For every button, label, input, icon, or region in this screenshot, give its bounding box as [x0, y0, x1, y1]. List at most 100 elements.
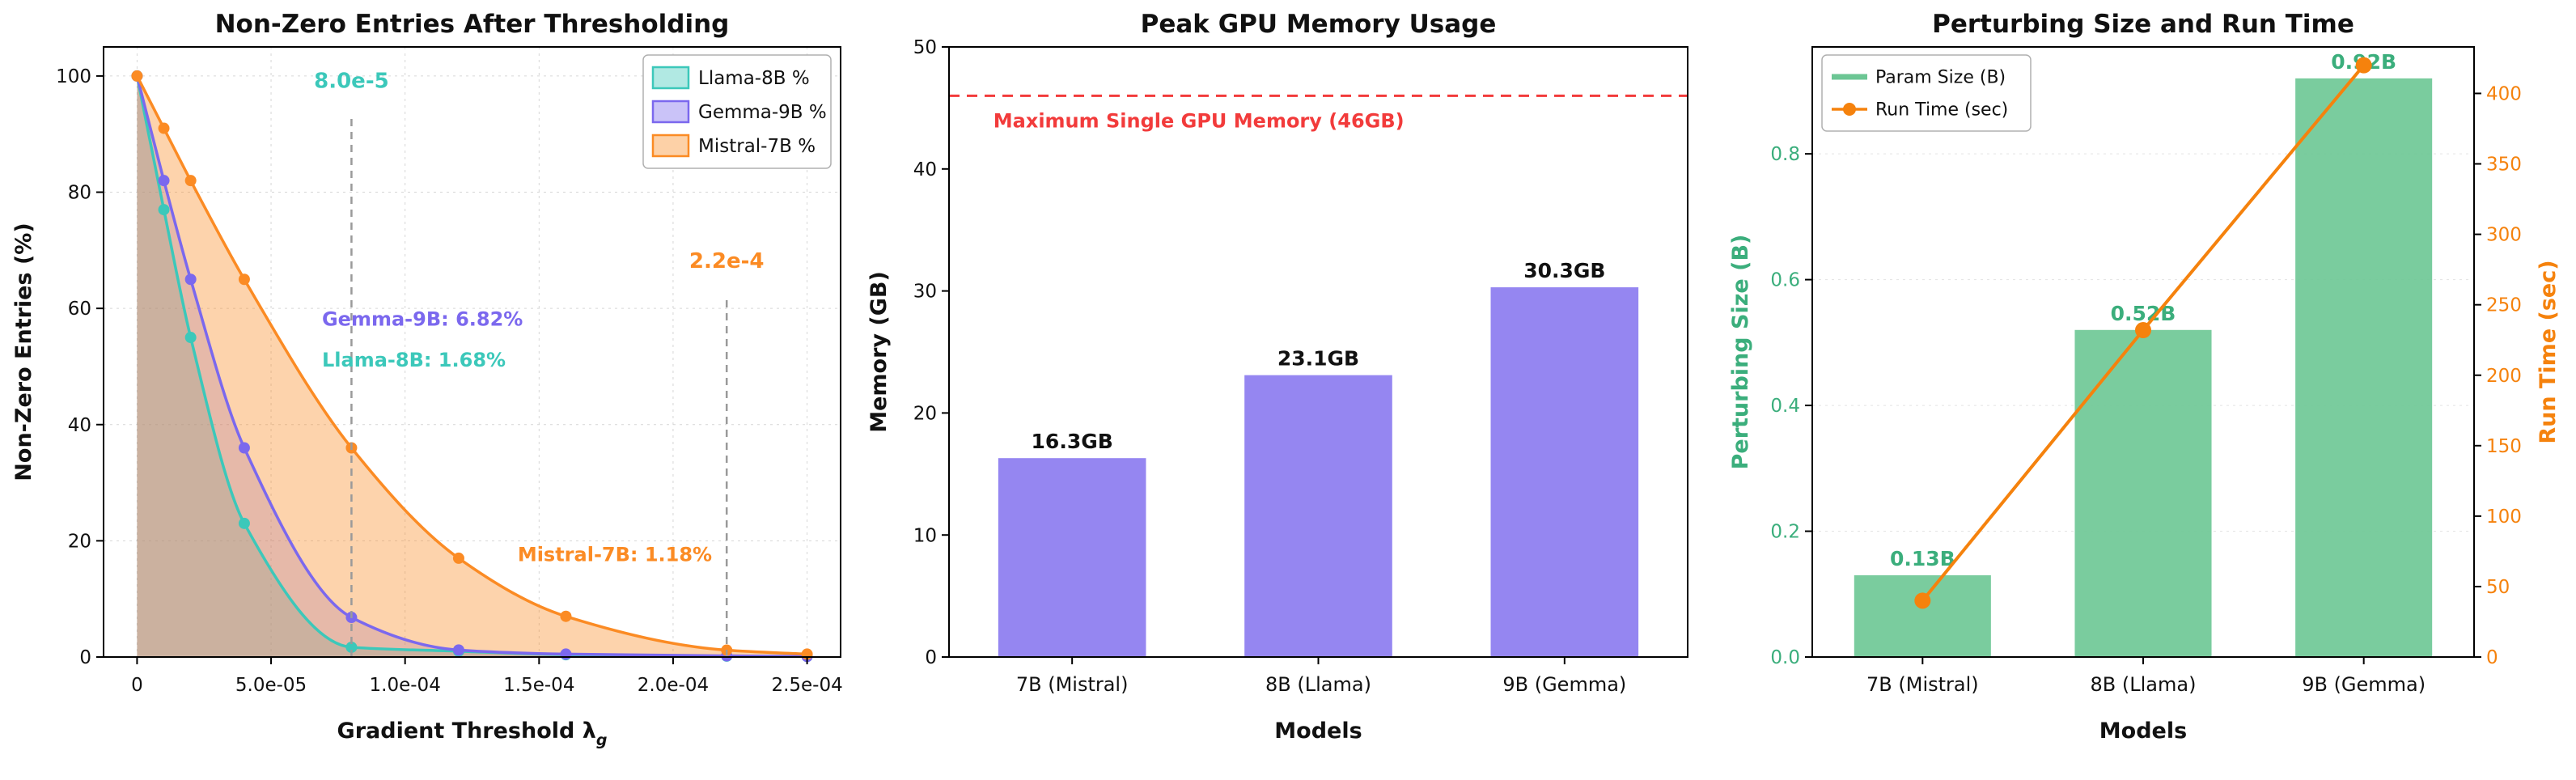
y-tick-label: 100 [56, 66, 91, 87]
legend-label: Param Size (B) [1875, 68, 2006, 88]
y-right-tick-label: 200 [2486, 366, 2522, 387]
legend-label: Mistral-7B % [698, 136, 816, 157]
marker [452, 644, 464, 656]
y-tick-label: 0 [79, 647, 91, 668]
y-tick-label: 40 [913, 159, 937, 180]
memory-bar [1490, 287, 1639, 657]
runtime-marker [1914, 592, 1931, 609]
line-Gemma-9B % [135, 75, 807, 659]
plot-area: 16.3GB 23.1GB 30.3GB Maximum Single GPU Mem… [949, 94, 1688, 657]
chart-title: Peak GPU Memory Usage [1141, 10, 1497, 39]
line-Mistral-7B % [135, 75, 807, 656]
chart-title: Perturbing Size and Run Time [1932, 10, 2354, 39]
legend: Llama-8B % Gemma-9B % Mistral-7B % [642, 54, 832, 169]
x-tick-label: 7B (Mistral) [1016, 673, 1129, 696]
marker [560, 610, 572, 622]
chart-title: Non-Zero Entries After Thresholding [215, 10, 730, 39]
chart-peak-gpu-memory-usage: 16.3GB 23.1GB 30.3GB Maximum Single GPU Mem… [866, 10, 1688, 744]
x-tick-label: 0 [131, 675, 143, 696]
max-memory-label: Maximum Single GPU Memory (46GB) [994, 110, 1405, 133]
y-right-tick-label: 350 [2486, 155, 2522, 176]
annotation: Mistral-7B: 1.18% [518, 544, 712, 566]
legend-label: Run Time (sec) [1875, 100, 2008, 121]
threshold-label: 8.0e-5 [314, 69, 389, 93]
y-tick-label: 20 [68, 531, 91, 552]
y-right-tick-label: 250 [2486, 295, 2522, 316]
marker [560, 648, 572, 660]
x-tick-label: 2.0e-04 [638, 675, 709, 696]
marker [158, 204, 170, 216]
marker [238, 442, 250, 454]
legend-label: Llama-8B % [698, 68, 810, 89]
bar-value-label: 0.13B [1890, 547, 1955, 570]
x-axis-label: Models [2099, 719, 2187, 744]
marker [345, 641, 358, 653]
y-tick-label: 80 [68, 183, 91, 204]
marker [158, 175, 170, 187]
plot-frame [103, 46, 841, 658]
bar-value-label: 30.3GB [1523, 259, 1605, 282]
y-right-tick-label: 300 [2486, 225, 2522, 246]
y-right-tick-label: 0 [2486, 647, 2498, 668]
legend-swatch [651, 134, 690, 158]
legend-swatch [651, 100, 690, 124]
x-tick-label: 7B (Mistral) [1866, 673, 1979, 696]
y-left-tick-label: 0.6 [1770, 270, 1800, 291]
y-tick-label: 50 [913, 37, 937, 58]
area-Gemma-9B % [137, 75, 807, 657]
x-tick-label: 9B (Gemma) [2302, 673, 2426, 696]
y-axis-right-label: Run Time (sec) [2536, 260, 2561, 443]
x-tick-label: 1.5e-04 [503, 675, 574, 696]
marker [184, 175, 197, 187]
memory-bar [998, 458, 1146, 657]
runtime-marker [2355, 57, 2372, 74]
param-size-bar [2074, 329, 2212, 657]
marker [184, 332, 197, 344]
y-left-tick-label: 0.4 [1770, 396, 1800, 417]
x-tick-label: 8B (Llama) [1265, 673, 1371, 696]
annotation: Llama-8B: 1.68% [322, 349, 506, 371]
y-tick-label: 40 [68, 415, 91, 436]
y-left-tick-label: 0.8 [1770, 144, 1800, 165]
x-tick-label: 2.5e-04 [771, 675, 842, 696]
y-axis-left-label: Perturbing Size (B) [1728, 235, 1753, 470]
marker [184, 273, 197, 286]
x-axis-label: Models [1274, 719, 1362, 744]
x-tick-label: 1.0e-04 [370, 675, 441, 696]
plot-area: 8.0e-5 2.2e-4 Gemma-9B: 6.82% Llama-8B: 1.6… [104, 47, 841, 663]
bar-value-label: 16.3GB [1032, 430, 1113, 453]
y-tick-label: 0 [925, 647, 937, 668]
y-axis-label: Non-Zero Entries (%) [11, 223, 36, 481]
y-left-tick-label: 0.0 [1770, 647, 1800, 668]
memory-bar [1244, 375, 1392, 657]
y-right-tick-label: 400 [2486, 84, 2522, 105]
marker [131, 70, 143, 82]
y-right-tick-label: 150 [2486, 436, 2522, 457]
param-size-bar [1854, 574, 1991, 657]
param-size-bar [2295, 78, 2433, 658]
y-right-tick-label: 100 [2486, 507, 2522, 528]
marker [238, 517, 250, 529]
area-Mistral-7B % [137, 75, 807, 657]
marker [238, 273, 250, 286]
x-tick-label: 5.0e-05 [235, 675, 307, 696]
legend: Param Size (B) Run Time (sec) [1821, 54, 2032, 132]
runtime-marker [2135, 322, 2151, 339]
chart-nonzero-entries-after-thresholding: 8.0e-5 2.2e-4 Gemma-9B: 6.82% Llama-8B: 1.6… [11, 10, 843, 749]
y-tick-label: 10 [913, 525, 937, 546]
x-tick-label: 9B (Gemma) [1502, 673, 1626, 696]
annotation: Gemma-9B: 6.82% [322, 308, 523, 331]
marker [452, 552, 464, 564]
area-Llama-8B % [137, 75, 807, 657]
bar-value-label: 23.1GB [1277, 347, 1359, 371]
y-axis-label: Memory (GB) [866, 271, 892, 433]
y-left-tick-label: 0.2 [1770, 522, 1800, 543]
x-axis-label: Gradient Threshold λg [337, 719, 608, 749]
y-right-tick-label: 50 [2486, 577, 2510, 598]
marker [158, 122, 170, 134]
legend-label: Gemma-9B % [698, 102, 827, 123]
y-tick-label: 30 [913, 282, 937, 303]
x-tick-label: 8B (Llama) [2091, 673, 2197, 696]
